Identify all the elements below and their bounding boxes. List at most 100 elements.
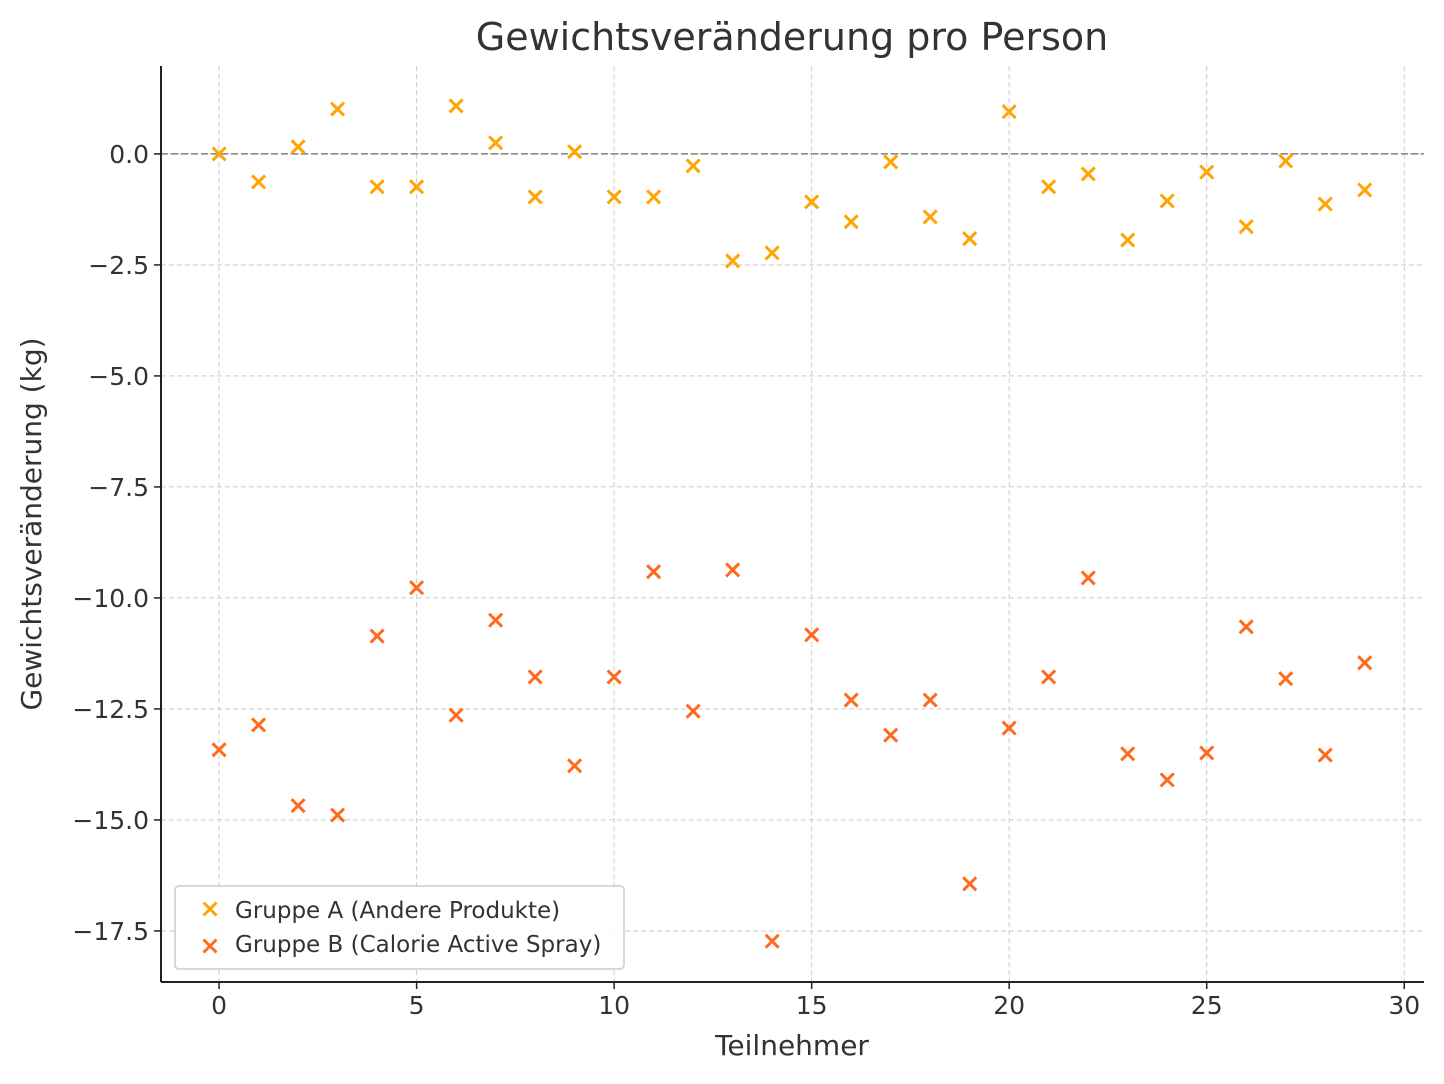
x-marker-icon xyxy=(1159,193,1175,209)
data-point-group-b xyxy=(1317,747,1333,763)
data-point-group-a xyxy=(725,253,741,269)
x-tick-label: 10 xyxy=(598,991,630,1020)
data-points xyxy=(211,98,1373,949)
x-marker-icon xyxy=(251,717,267,733)
y-tick-label: −17.5 xyxy=(72,917,149,946)
x-marker-icon xyxy=(606,189,622,205)
y-axis-label: Gewichtsveränderung (kg) xyxy=(15,337,48,710)
x-tick-label: 15 xyxy=(796,991,828,1020)
x-marker-icon xyxy=(764,245,780,261)
x-marker-icon xyxy=(883,727,899,743)
data-point-group-a xyxy=(1159,193,1175,209)
x-tick-label: 0 xyxy=(211,991,227,1020)
data-point-group-b xyxy=(1041,669,1057,685)
legend-label-group-b: Gruppe B (Calorie Active Spray) xyxy=(235,932,601,958)
data-point-group-b xyxy=(1238,619,1254,635)
chart-title: Gewichtsveränderung pro Person xyxy=(476,15,1108,59)
x-marker-icon xyxy=(883,154,899,170)
x-marker-icon xyxy=(330,807,346,823)
data-point-group-a xyxy=(1357,182,1373,198)
grid xyxy=(161,66,1424,982)
data-point-group-b xyxy=(211,742,227,758)
x-marker-icon xyxy=(211,742,227,758)
data-point-group-b xyxy=(646,564,662,580)
data-point-group-b xyxy=(962,876,978,892)
data-point-group-b xyxy=(290,798,306,814)
x-marker-icon xyxy=(1238,219,1254,235)
legend-marker xyxy=(202,938,218,954)
data-point-group-b xyxy=(843,692,859,708)
data-point-group-b xyxy=(1357,655,1373,671)
x-marker-icon xyxy=(725,562,741,578)
x-marker-icon xyxy=(922,209,938,225)
data-point-group-b xyxy=(883,727,899,743)
x-marker-icon xyxy=(843,214,859,230)
y-ticks: 0.0 −2.5 −5.0 −7.5 −10.0 −12.5 −15.0 −17.5 xyxy=(72,140,161,946)
x-marker-icon xyxy=(290,139,306,155)
data-point-group-a xyxy=(843,214,859,230)
data-point-group-b xyxy=(251,717,267,733)
x-ticks: 0 5 10 15 20 25 30 xyxy=(211,982,1420,1020)
x-marker-icon xyxy=(369,628,385,644)
data-point-group-a xyxy=(1041,179,1057,195)
legend: Gruppe A (Andere Produkte) Gruppe B (Cal… xyxy=(174,885,625,970)
x-marker-icon xyxy=(1357,655,1373,671)
x-marker-icon xyxy=(843,692,859,708)
x-marker-icon xyxy=(448,707,464,723)
x-axis-label: Teilnehmer xyxy=(714,1029,869,1062)
data-point-group-a xyxy=(685,158,701,174)
x-marker-icon xyxy=(1238,619,1254,635)
data-point-group-a xyxy=(606,189,622,205)
x-marker-icon xyxy=(764,933,780,949)
data-point-group-a xyxy=(330,101,346,117)
x-marker-icon xyxy=(527,189,543,205)
x-marker-icon xyxy=(646,189,662,205)
data-point-group-a xyxy=(527,189,543,205)
x-marker-icon xyxy=(1278,671,1294,687)
x-marker-icon xyxy=(962,876,978,892)
x-tick-label: 25 xyxy=(1191,991,1223,1020)
x-marker-icon xyxy=(202,938,218,954)
x-marker-icon xyxy=(1001,720,1017,736)
data-point-group-b xyxy=(1199,745,1215,761)
x-marker-icon xyxy=(1357,182,1373,198)
data-point-group-a xyxy=(251,174,267,190)
data-point-group-b xyxy=(448,707,464,723)
x-marker-icon xyxy=(409,179,425,195)
y-tick-label: −10.0 xyxy=(72,584,149,613)
x-marker-icon xyxy=(330,101,346,117)
x-marker-icon xyxy=(1120,232,1136,248)
data-point-group-a xyxy=(646,189,662,205)
y-tick-label: −12.5 xyxy=(72,695,149,724)
x-marker-icon xyxy=(1159,772,1175,788)
data-point-group-a xyxy=(1001,104,1017,120)
data-point-group-a xyxy=(764,245,780,261)
data-point-group-b xyxy=(1001,720,1017,736)
x-marker-icon xyxy=(1041,179,1057,195)
x-marker-icon xyxy=(1080,570,1096,586)
data-point-group-b xyxy=(606,669,622,685)
x-marker-icon xyxy=(448,98,464,114)
x-marker-icon xyxy=(527,669,543,685)
x-marker-icon xyxy=(606,669,622,685)
x-marker-icon xyxy=(488,135,504,151)
data-point-group-b xyxy=(685,703,701,719)
x-marker-icon xyxy=(1278,153,1294,169)
x-marker-icon xyxy=(567,144,583,160)
data-point-group-b xyxy=(330,807,346,823)
data-point-group-a xyxy=(1317,196,1333,212)
data-point-group-a xyxy=(211,146,227,162)
x-tick-label: 20 xyxy=(993,991,1025,1020)
data-point-group-b xyxy=(567,758,583,774)
data-point-group-b xyxy=(527,669,543,685)
data-point-group-b xyxy=(725,562,741,578)
legend-marker-group-b xyxy=(202,938,218,954)
legend-marker xyxy=(202,901,218,917)
x-marker-icon xyxy=(1317,196,1333,212)
y-tick-label: −2.5 xyxy=(88,251,149,280)
x-marker-icon xyxy=(290,798,306,814)
data-point-group-b xyxy=(764,933,780,949)
data-point-group-a xyxy=(488,135,504,151)
x-tick-label: 5 xyxy=(409,991,425,1020)
